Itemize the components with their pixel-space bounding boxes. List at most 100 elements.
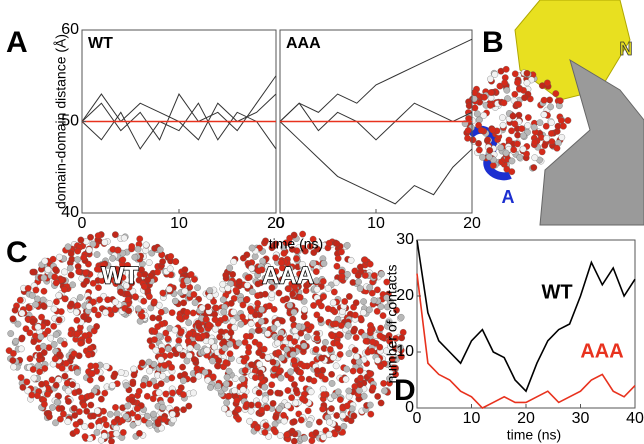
water-atom [186, 330, 193, 338]
water-atom [9, 357, 17, 364]
water-atom [248, 264, 255, 272]
water-atom [530, 164, 538, 171]
water-atom [221, 314, 229, 322]
water-atom [185, 402, 193, 410]
water-atom [397, 313, 405, 321]
y-axis-label: number of contacts [384, 264, 400, 383]
water-atom [256, 369, 264, 377]
water-atom [304, 407, 312, 415]
water-atom [255, 389, 263, 397]
water-atom [367, 326, 374, 334]
water-atom [388, 355, 396, 363]
water-atom [282, 239, 290, 247]
water-atom [113, 277, 121, 285]
water-atom [112, 298, 119, 306]
water-atom [343, 402, 351, 410]
water-atom [508, 157, 516, 165]
water-atom [501, 79, 508, 87]
annotation: AAA [580, 340, 623, 362]
water-atom [287, 368, 294, 376]
water-atom [298, 375, 305, 383]
water-atom [248, 401, 255, 409]
water-atom [40, 302, 47, 309]
water-atom [28, 292, 36, 299]
water-atom [66, 264, 74, 272]
water-atom [159, 289, 167, 297]
water-atom [41, 365, 49, 372]
water-atom [179, 363, 186, 371]
water-atom [308, 437, 316, 444]
series-line [81, 102, 277, 150]
water-atom [377, 324, 385, 332]
water-atom [261, 290, 269, 298]
water-atom [103, 363, 110, 370]
water-atom [139, 381, 147, 389]
water-atom [295, 323, 303, 330]
water-atom [38, 313, 45, 321]
water-atom [125, 307, 133, 315]
water-atom [34, 295, 41, 303]
water-atom [26, 329, 34, 337]
water-atom [248, 361, 255, 369]
water-atom [503, 165, 511, 173]
water-atom [530, 123, 538, 131]
water-atom [269, 400, 277, 407]
water-atom [328, 405, 335, 412]
water-atom [119, 429, 127, 436]
water-atom [333, 240, 341, 248]
water-atom [119, 256, 127, 264]
water-atom [513, 140, 521, 148]
water-atom [280, 417, 288, 425]
water-atom [167, 351, 174, 359]
water-atom [332, 320, 340, 328]
water-atom [67, 250, 75, 257]
water-atom [496, 82, 504, 90]
water-atom [247, 407, 255, 415]
water-atom [556, 97, 564, 105]
water-atom [366, 260, 374, 268]
water-atom [101, 389, 109, 397]
water-atom [225, 367, 233, 375]
water-atom [159, 372, 167, 380]
water-atom [275, 405, 283, 413]
water-atom [368, 347, 376, 355]
water-atom [72, 421, 80, 428]
water-atom [531, 154, 539, 162]
water-atom [352, 299, 360, 307]
water-atom [112, 404, 119, 411]
water-atom [480, 112, 488, 119]
water-atom [319, 405, 327, 413]
water-atom [299, 261, 306, 268]
water-atom [225, 410, 233, 417]
water-atom [256, 341, 263, 349]
water-atom [267, 389, 274, 396]
water-atom [75, 268, 83, 275]
water-atom [505, 136, 513, 144]
water-atom [326, 418, 333, 426]
water-atom [89, 240, 97, 248]
water-atom [136, 235, 144, 243]
water-atom [19, 384, 27, 391]
water-atom [330, 288, 338, 296]
water-atom [230, 295, 238, 302]
water-atom [328, 380, 336, 387]
water-atom [204, 303, 212, 311]
water-atom [258, 406, 266, 414]
water-atom [56, 253, 63, 261]
water-atom [77, 236, 85, 244]
water-atom [85, 316, 92, 323]
water-atom [356, 367, 364, 375]
water-atom [64, 387, 72, 395]
water-atom [548, 119, 555, 126]
water-atom [313, 334, 321, 342]
water-atom [262, 422, 270, 429]
water-atom [167, 253, 175, 260]
x-tick-label: 0 [78, 215, 87, 232]
water-atom [277, 374, 285, 382]
water-atom [271, 365, 278, 373]
water-atom [552, 90, 560, 97]
water-atom [290, 357, 298, 364]
water-atom [226, 350, 234, 358]
water-atom [471, 89, 479, 96]
water-atom [390, 364, 398, 372]
